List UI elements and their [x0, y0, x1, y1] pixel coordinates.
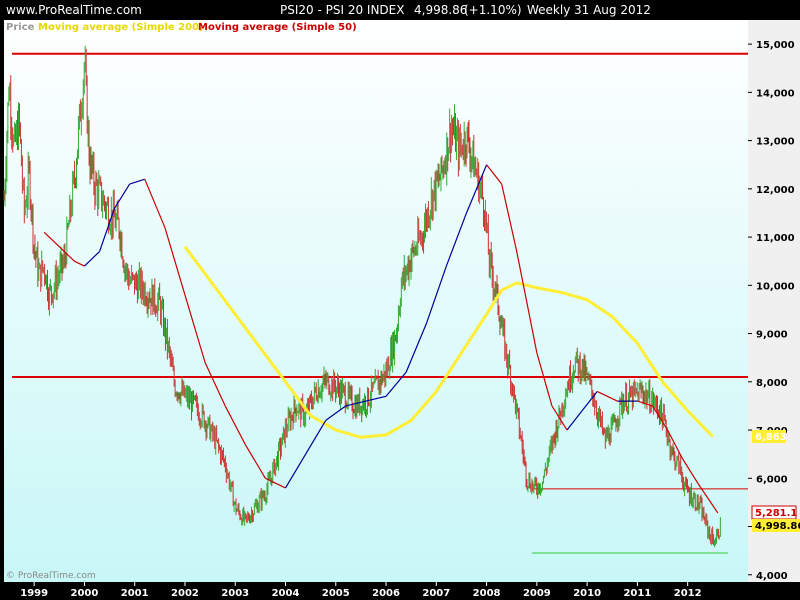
horizontal-lines	[12, 52, 748, 554]
legend-ma50: Moving average (Simple 50)	[198, 22, 357, 33]
ma50-segment	[566, 410, 583, 431]
ma50-segment	[667, 429, 684, 460]
ma50-series	[43, 164, 719, 514]
x-tick-label: 2005	[322, 588, 350, 599]
y-tick-label: 11,000	[756, 233, 795, 244]
x-tick-label: 2001	[121, 588, 149, 599]
ma50-segment	[43, 231, 60, 248]
ma50-segment	[74, 260, 85, 267]
x-tick-label: 2010	[573, 588, 601, 599]
ma50-segment	[405, 323, 427, 373]
chart-date: 31 Aug 2012	[574, 3, 651, 17]
legend-price: Price	[6, 22, 35, 33]
x-tick-label: 1999	[20, 588, 48, 599]
ma50-segment	[682, 458, 699, 484]
ma200-series	[183, 245, 714, 439]
ma50-segment	[305, 420, 327, 455]
y-axis-strip	[748, 20, 800, 582]
y-tick-label: 15,000	[756, 40, 795, 51]
ma50-segment	[637, 400, 653, 407]
legend-ma200: Moving average (Simple 200)	[38, 22, 204, 33]
y-tick-label: 13,000	[756, 137, 795, 148]
ma50-segment	[325, 405, 347, 421]
ma50-segment	[697, 482, 719, 514]
ma50-price-label: 5,281.1	[755, 508, 797, 519]
y-tick-label: 14,000	[756, 88, 795, 99]
x-tick-label: 2011	[623, 588, 651, 599]
ma50-segment	[445, 212, 468, 267]
ma50-segment	[265, 477, 286, 489]
ma50-segment	[385, 371, 407, 397]
ma200-label-box	[752, 430, 786, 443]
ma50-segment	[425, 265, 447, 325]
ma50-segment	[651, 405, 669, 431]
ma50-segment	[536, 352, 553, 407]
ma50-segment	[114, 183, 131, 209]
y-tick-label: 10,000	[756, 281, 795, 292]
y-tick-label: 4,000	[756, 571, 788, 582]
last-label-box	[752, 519, 800, 532]
y-tick-label: 8,000	[756, 378, 788, 389]
ma50-segment	[224, 405, 246, 445]
ma50-segment	[516, 251, 538, 353]
ma50-segment	[551, 405, 568, 431]
site-name[interactable]: www.ProRealTime.com	[6, 3, 142, 17]
instrument-name: PSI20 - PSI 20 INDEX	[280, 3, 404, 17]
ma50-segment	[129, 178, 145, 185]
ma50-segment	[486, 164, 503, 185]
ma50-segment	[164, 227, 186, 296]
y-tick-label: 12,000	[756, 185, 795, 196]
ma50-segment	[84, 251, 100, 267]
ma50-segment	[596, 390, 618, 402]
x-tick-label: 2007	[422, 588, 450, 599]
ma50-segment	[98, 207, 116, 252]
x-tick-label: 2012	[674, 588, 702, 599]
x-tick-label: 2004	[272, 588, 300, 599]
y-tick-label: 9,000	[756, 330, 788, 341]
ma50-segment	[284, 453, 307, 489]
x-tick-label: 2002	[171, 588, 199, 599]
ma200-price-label: 6,863	[755, 432, 787, 443]
x-tick-label: 2006	[372, 588, 400, 599]
x-tick-label: 2009	[523, 588, 551, 599]
y-tick-label: 6,000	[756, 474, 788, 485]
plot-area	[4, 20, 748, 582]
ma50-segment	[501, 183, 518, 252]
ma50-segment	[465, 164, 488, 214]
ma200-line	[183, 245, 714, 439]
x-tick-label: 2000	[71, 588, 99, 599]
timeframe[interactable]: Weekly	[527, 3, 570, 17]
last-price-label: 4,998.86	[755, 521, 800, 532]
ma50-segment	[345, 400, 367, 407]
ma50-segment	[365, 395, 387, 402]
ma50-segment	[58, 246, 75, 262]
last-price: 4,998.86	[414, 3, 467, 17]
ma50-segment	[144, 178, 166, 228]
price-change: (+1.10%)	[464, 3, 522, 17]
ma50-segment	[244, 444, 266, 479]
ma50-segment	[581, 391, 598, 412]
watermark: © ProRealTime.com	[6, 571, 96, 581]
ma50-segment	[204, 362, 226, 407]
price-bars	[3, 45, 721, 548]
ma50-segment	[184, 294, 206, 363]
x-tick-label: 2003	[221, 588, 249, 599]
x-tick-label: 2008	[473, 588, 501, 599]
x-axis-ticks: 1999 2000 2001 2002 2003 2004 2005 2006 2007 2008…	[20, 582, 702, 599]
